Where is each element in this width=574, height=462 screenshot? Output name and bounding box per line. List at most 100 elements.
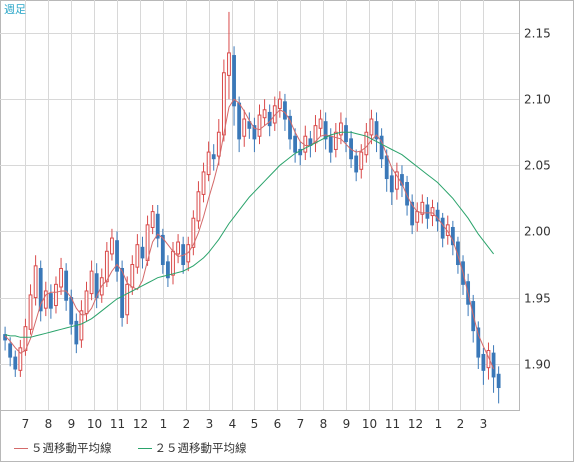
x-tick-label: 6 <box>274 417 282 431</box>
x-tick-label: 1 <box>160 417 168 431</box>
x-tick-label: 7 <box>22 417 30 431</box>
candle-down <box>160 234 165 266</box>
x-tick-label: 11 <box>110 417 125 431</box>
x-tick-label: 9 <box>343 417 351 431</box>
x-tick-label: 5 <box>251 417 259 431</box>
candle-up <box>277 98 282 109</box>
candle-up <box>176 241 180 255</box>
candle-down <box>252 125 257 140</box>
candle-down <box>298 148 303 156</box>
candle-up <box>242 118 247 137</box>
candle-down <box>389 175 394 193</box>
candle-down <box>440 217 445 239</box>
candle-down <box>288 115 292 140</box>
candle-up <box>369 118 374 136</box>
candle-down <box>400 174 404 186</box>
candle-down <box>38 267 43 312</box>
candle-up <box>43 290 48 309</box>
x-tick-label: 10 <box>87 417 102 431</box>
series-ma5-line <box>4 98 495 370</box>
candle-up <box>110 237 114 255</box>
candle-up <box>339 122 343 136</box>
candle-down <box>496 373 501 389</box>
candle-down <box>267 111 272 127</box>
candle-down <box>237 102 242 140</box>
candle-up <box>89 270 94 295</box>
candle-down <box>379 135 384 160</box>
candle-down <box>323 121 328 140</box>
x-tick-label: 1 <box>435 417 443 431</box>
candle-down <box>384 155 389 180</box>
candle-down <box>283 101 287 120</box>
candle-up <box>196 191 201 222</box>
y-tick-label: 1.95 <box>524 292 551 306</box>
candle-up <box>359 151 364 170</box>
candle-up <box>84 290 89 314</box>
x-tick-label: 11 <box>385 417 400 431</box>
candle-down <box>247 121 252 129</box>
x-tick-label: 7 <box>297 417 305 431</box>
candle-down <box>425 204 430 219</box>
candle-down <box>8 343 13 358</box>
candle-up <box>257 114 262 137</box>
candle-up <box>28 294 33 330</box>
candle-down <box>491 352 496 378</box>
candle-up <box>430 207 435 217</box>
candle-up <box>333 131 338 150</box>
x-tick-label: 10 <box>362 417 377 431</box>
candle-down <box>48 293 53 309</box>
candle-down <box>155 213 160 239</box>
plot-area <box>0 0 520 411</box>
x-tick-label: 9 <box>68 417 76 431</box>
candle-down <box>481 353 486 371</box>
candle-up <box>79 310 84 341</box>
candle-down <box>328 135 333 153</box>
y-tick-label: 2.10 <box>524 93 551 107</box>
candle-up <box>216 131 221 157</box>
y-tick-label: 2.05 <box>524 159 551 173</box>
candle-down <box>410 201 415 226</box>
candle-down <box>232 55 236 107</box>
candle-up <box>59 267 63 288</box>
candle-up <box>394 171 399 190</box>
candle-up <box>18 347 23 371</box>
candle-up <box>262 109 267 119</box>
candle-up <box>420 201 425 215</box>
legend-item-ma5: ５週移動平均線 <box>14 440 112 456</box>
legend: ５週移動平均線 ２５週移動平均線 <box>14 440 273 456</box>
candle-down <box>405 182 409 206</box>
y-tick-label: 2.15 <box>524 27 551 41</box>
x-tick-label: 3 <box>206 417 214 431</box>
candle-down <box>64 270 69 301</box>
candle-up <box>191 217 196 248</box>
candle-up <box>54 283 58 307</box>
candle-up <box>201 171 206 195</box>
legend-swatch-ma5 <box>14 447 28 449</box>
candle-down <box>166 261 170 279</box>
candle-down <box>344 125 348 143</box>
candle-down <box>476 327 481 358</box>
candle-down <box>115 240 119 272</box>
candle-down <box>13 356 18 370</box>
candle-down <box>120 267 125 318</box>
candle-up <box>318 118 323 129</box>
candle-up <box>364 131 369 156</box>
candle-up <box>227 52 231 76</box>
y-tick-label: 1.90 <box>524 358 551 372</box>
candle-up <box>125 283 130 316</box>
candle-up <box>221 72 226 136</box>
candle-up <box>206 151 211 176</box>
x-tick-label: 2 <box>183 417 191 431</box>
x-tick-label: 8 <box>45 417 53 431</box>
candle-up <box>415 211 420 223</box>
candle-down <box>140 246 145 259</box>
x-tick-label: 12 <box>408 417 423 431</box>
candle-up <box>171 250 175 276</box>
candle-down <box>293 135 298 153</box>
candle-down <box>211 154 216 160</box>
candle-up <box>33 265 38 299</box>
candle-up <box>150 211 155 228</box>
candle-down <box>69 297 74 325</box>
